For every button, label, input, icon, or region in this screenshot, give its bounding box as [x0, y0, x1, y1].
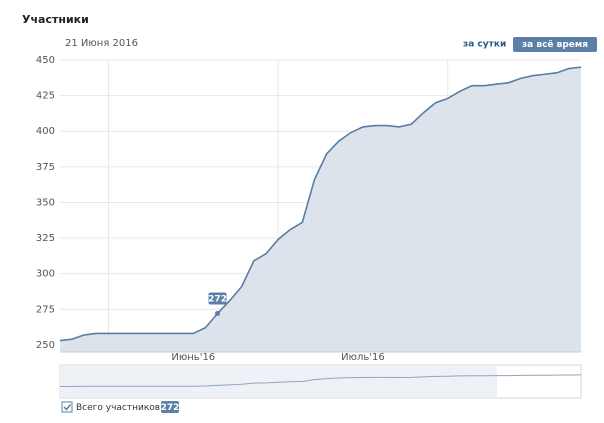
y-tick-label: 450: [36, 55, 55, 66]
check-mark: [63, 404, 72, 411]
y-tick-label: 375: [36, 162, 55, 173]
tooltip-value: 272: [208, 295, 227, 305]
legend-checkbox[interactable]: [61, 401, 73, 413]
x-tick-label: Июль'16: [341, 352, 385, 363]
day-button[interactable]: за сутки: [463, 40, 506, 50]
y-tick-label: 400: [36, 126, 55, 137]
legend-value: 272: [161, 403, 180, 413]
area-fill: [60, 67, 581, 352]
x-tick-label: Июнь'16: [171, 352, 215, 363]
all-time-button[interactable]: за всё время: [522, 40, 588, 50]
line: [59, 66, 582, 342]
tooltip-date: 21 Июня 2016: [65, 38, 138, 49]
y-tick-label: 250: [36, 340, 55, 351]
legend-badge: [161, 401, 179, 413]
y-tick-label: 275: [36, 304, 55, 315]
y-tick-label: 425: [36, 91, 55, 102]
navigator-mask: [60, 366, 497, 397]
hover-point: [215, 311, 221, 317]
panel-title: Участники: [22, 13, 89, 26]
y-tick-label: 300: [36, 269, 55, 280]
navigator-line: [59, 374, 582, 388]
legend-label: Всего участников: [76, 403, 160, 413]
tooltip-bg: [208, 292, 227, 305]
y-tick-label: 350: [36, 197, 55, 208]
all-time-button-bg[interactable]: [513, 37, 597, 52]
y-tick-label: 325: [36, 233, 55, 244]
